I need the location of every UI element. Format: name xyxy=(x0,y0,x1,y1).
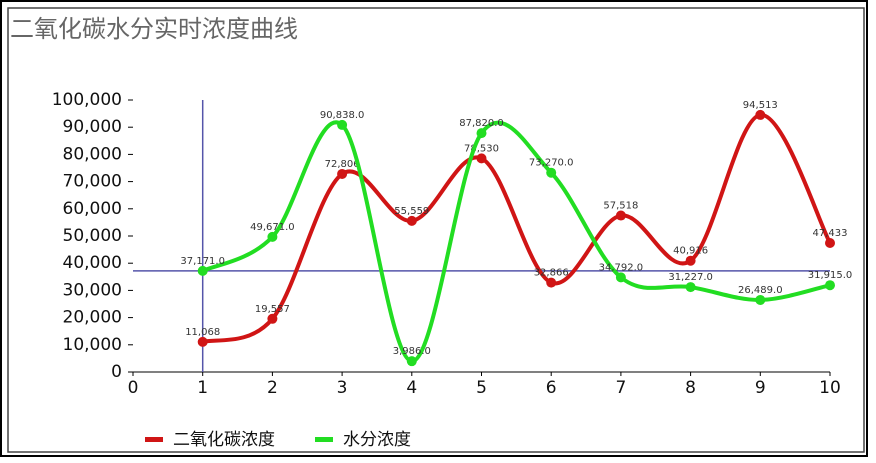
value-label: 78,530 xyxy=(464,143,499,154)
value-label: 87,820.0 xyxy=(459,118,504,129)
x-tick-label: 4 xyxy=(406,378,417,398)
point xyxy=(337,119,348,130)
value-label: 57,518 xyxy=(603,201,638,212)
y-tick-label: 100,000 xyxy=(52,90,122,110)
point xyxy=(825,280,835,291)
inner-frame xyxy=(7,7,865,453)
value-label: 72,806 xyxy=(325,159,360,170)
x-tick-label: 3 xyxy=(337,378,348,398)
x-tick-label: 0 xyxy=(128,378,139,398)
value-label: 55,559 xyxy=(394,206,429,217)
legend-label: 二氧化碳浓度 xyxy=(173,430,275,450)
y-tick-label: 10,000 xyxy=(63,335,122,355)
y-tick-label: 60,000 xyxy=(63,199,122,219)
value-label: 90,838.0 xyxy=(320,110,365,121)
x-tick-label: 10 xyxy=(819,378,841,398)
y-tick-label: 20,000 xyxy=(63,308,122,328)
value-label: 47,433 xyxy=(813,228,848,239)
legend-swatch xyxy=(315,437,333,442)
x-tick-label: 5 xyxy=(476,378,487,398)
value-label: 94,513 xyxy=(743,100,778,111)
point xyxy=(476,128,487,139)
x-tick-label: 8 xyxy=(685,378,696,398)
point xyxy=(337,168,348,179)
legend-label: 水分浓度 xyxy=(343,430,411,450)
value-label: 31,915.0 xyxy=(808,270,853,281)
point xyxy=(685,255,696,266)
point xyxy=(685,282,696,293)
point xyxy=(406,215,417,226)
x-tick-label: 2 xyxy=(267,378,278,398)
point xyxy=(267,313,278,324)
legend-swatch xyxy=(145,437,163,442)
value-label: 37,171.0 xyxy=(180,256,225,267)
x-tick-label: 1 xyxy=(197,378,208,398)
point xyxy=(755,294,766,305)
point xyxy=(197,265,208,276)
x-tick-label: 6 xyxy=(546,378,557,398)
y-tick-label: 70,000 xyxy=(63,172,122,192)
value-label: 32,866 xyxy=(534,268,569,279)
point xyxy=(197,336,208,347)
point xyxy=(615,272,626,283)
point xyxy=(476,153,487,164)
y-tick-label: 80,000 xyxy=(63,144,122,164)
point xyxy=(546,167,557,178)
y-tick-label: 90,000 xyxy=(63,117,122,137)
value-label: 31,227.0 xyxy=(668,272,713,283)
chart-title: 二氧化碳水分实时浓度曲线 xyxy=(10,15,298,43)
point xyxy=(267,231,278,242)
point xyxy=(406,356,417,367)
line xyxy=(202,112,832,344)
point xyxy=(546,277,557,288)
value-label: 40,916 xyxy=(673,246,708,257)
y-tick-label: 0 xyxy=(111,362,122,382)
point xyxy=(615,210,626,221)
x-tick-label: 9 xyxy=(755,378,766,398)
point xyxy=(755,109,766,120)
y-tick-label: 30,000 xyxy=(63,280,122,300)
value-label: 49,671.0 xyxy=(250,222,295,233)
value-label: 73,270.0 xyxy=(529,158,574,169)
value-label: 26,489.0 xyxy=(738,285,783,296)
y-tick-label: 40,000 xyxy=(63,253,122,273)
value-label: 3,986.0 xyxy=(393,346,431,357)
frame xyxy=(0,0,868,457)
value-label: 34,792.0 xyxy=(599,262,644,273)
point xyxy=(825,237,835,248)
value-label: 11,068 xyxy=(185,327,220,338)
value-label: 19,557 xyxy=(255,304,290,315)
y-tick-label: 50,000 xyxy=(63,226,122,246)
x-tick-label: 7 xyxy=(615,378,626,398)
